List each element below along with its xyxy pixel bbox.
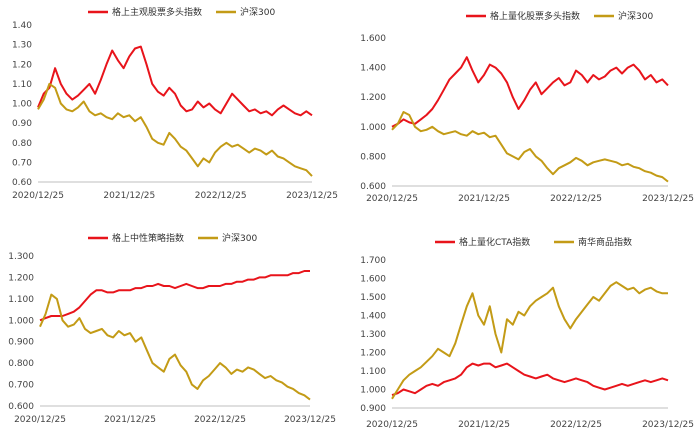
series-line-1 [391, 362, 669, 397]
x-tick-label: 2022/12/25 [194, 415, 246, 425]
x-tick-label: 2020/12/25 [366, 194, 418, 204]
x-tick-label: 2022/12/25 [195, 191, 247, 201]
y-tick-label: 1.000 [360, 123, 386, 133]
legend-label-1: 格上中性策略指数 [112, 232, 184, 244]
y-tick-label: 1.300 [8, 252, 34, 262]
x-tick-label: 2021/12/25 [458, 194, 510, 204]
x-tick-label: 2020/12/25 [14, 415, 66, 425]
y-tick-label: 0.60 [12, 178, 32, 188]
y-tick-label: 1.40 [12, 21, 32, 31]
chart-panel-3: 0.600 0.700 0.800 0.900 1.000 1.100 1.200 1.300… [0, 218, 350, 436]
series-line-1 [391, 56, 669, 128]
x-tick-label: 2023/12/25 [642, 194, 694, 204]
y-tick-label: 0.80 [12, 139, 32, 149]
y-tick-label: 1.400 [360, 312, 386, 322]
legend-label-2: 沪深300 [240, 6, 275, 18]
y-tick-label: 1.000 [8, 316, 34, 326]
y-tick-label: 1.30 [12, 41, 32, 51]
y-tick-label: 1.300 [360, 330, 386, 340]
legend-label-1: 格上量化CTA指数 [459, 236, 530, 248]
legend-label-2: 沪深300 [618, 10, 653, 22]
y-tick-label: 1.000 [360, 386, 386, 396]
x-tick-label: 2021/12/25 [458, 420, 510, 430]
chart-1: 0.60 0.70 0.80 0.90 1.00 1.10 1.20 1.30 1.40 2020… [12, 6, 338, 201]
y-tick-label: 1.00 [12, 100, 32, 110]
chart-panel-2: 0.600 0.800 1.000 1.200 1.400 1.600 2020/12/25… [350, 0, 700, 218]
x-tick-label: 2023/12/25 [284, 415, 336, 425]
y-tick-label: 1.10 [12, 80, 32, 90]
y-tick-label: 1.200 [360, 349, 386, 359]
y-tick-label: 0.600 [8, 402, 34, 412]
series-line-2 [391, 111, 669, 183]
y-tick-label: 0.70 [12, 158, 32, 168]
series-line-1 [37, 45, 313, 117]
y-tick-label: 0.900 [360, 404, 386, 414]
y-tick-label: 1.600 [360, 275, 386, 285]
x-tick-label: 2023/12/25 [642, 420, 694, 430]
series-line-2 [37, 82, 313, 177]
chart-4: 0.900 1.000 1.100 1.200 1.300 1.400 1.500 1.600… [360, 236, 694, 430]
x-tick-label: 2021/12/25 [103, 191, 155, 201]
y-tick-label: 0.800 [8, 359, 34, 369]
legend-label-2: 南华商品指数 [578, 236, 632, 248]
y-tick-label: 0.800 [360, 152, 386, 162]
y-tick-label: 1.500 [360, 293, 386, 303]
x-tick-label: 2021/12/25 [104, 415, 156, 425]
y-tick-label: 1.400 [360, 64, 386, 74]
chart-panel-4: 0.900 1.000 1.100 1.200 1.300 1.400 1.500 1.600… [350, 218, 700, 436]
y-tick-label: 1.600 [360, 34, 386, 44]
y-tick-label: 1.20 [12, 60, 32, 70]
legend-label-1: 格上主观股票多头指数 [112, 6, 202, 18]
chart-panel-1: 0.60 0.70 0.80 0.90 1.00 1.10 1.20 1.30 1.40 2020… [0, 0, 350, 218]
chart-2: 0.600 0.800 1.000 1.200 1.400 1.600 2020/12/25… [360, 10, 694, 204]
series-line-2 [391, 281, 668, 400]
y-tick-label: 1.700 [360, 256, 386, 266]
y-tick-label: 0.900 [8, 338, 34, 348]
series-line-2 [39, 293, 311, 401]
chart-3: 0.600 0.700 0.800 0.900 1.000 1.100 1.200 1.300… [8, 232, 336, 425]
y-tick-label: 0.90 [12, 119, 32, 129]
y-tick-label: 0.600 [360, 182, 386, 192]
y-tick-label: 1.200 [360, 93, 386, 103]
y-tick-label: 0.700 [8, 381, 34, 391]
x-tick-label: 2020/12/25 [12, 191, 64, 201]
x-tick-label: 2022/12/25 [550, 420, 602, 430]
y-tick-label: 1.100 [8, 295, 34, 305]
x-tick-label: 2023/12/25 [286, 191, 338, 201]
y-tick-label: 1.100 [360, 367, 386, 377]
x-tick-label: 2022/12/25 [550, 194, 602, 204]
x-tick-label: 2020/12/25 [366, 420, 418, 430]
legend-label-2: 沪深300 [222, 232, 257, 244]
y-tick-label: 1.200 [8, 273, 34, 283]
series-line-1 [39, 270, 310, 322]
legend-label-1: 格上量化股票多头指数 [490, 10, 580, 22]
